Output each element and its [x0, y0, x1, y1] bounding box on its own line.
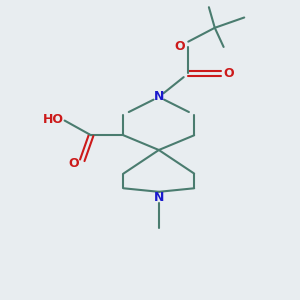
Text: HO: HO: [43, 112, 64, 126]
Text: O: O: [175, 40, 185, 53]
Text: N: N: [154, 190, 164, 204]
Text: O: O: [69, 157, 79, 170]
Text: O: O: [224, 67, 234, 80]
Text: N: N: [154, 91, 164, 103]
